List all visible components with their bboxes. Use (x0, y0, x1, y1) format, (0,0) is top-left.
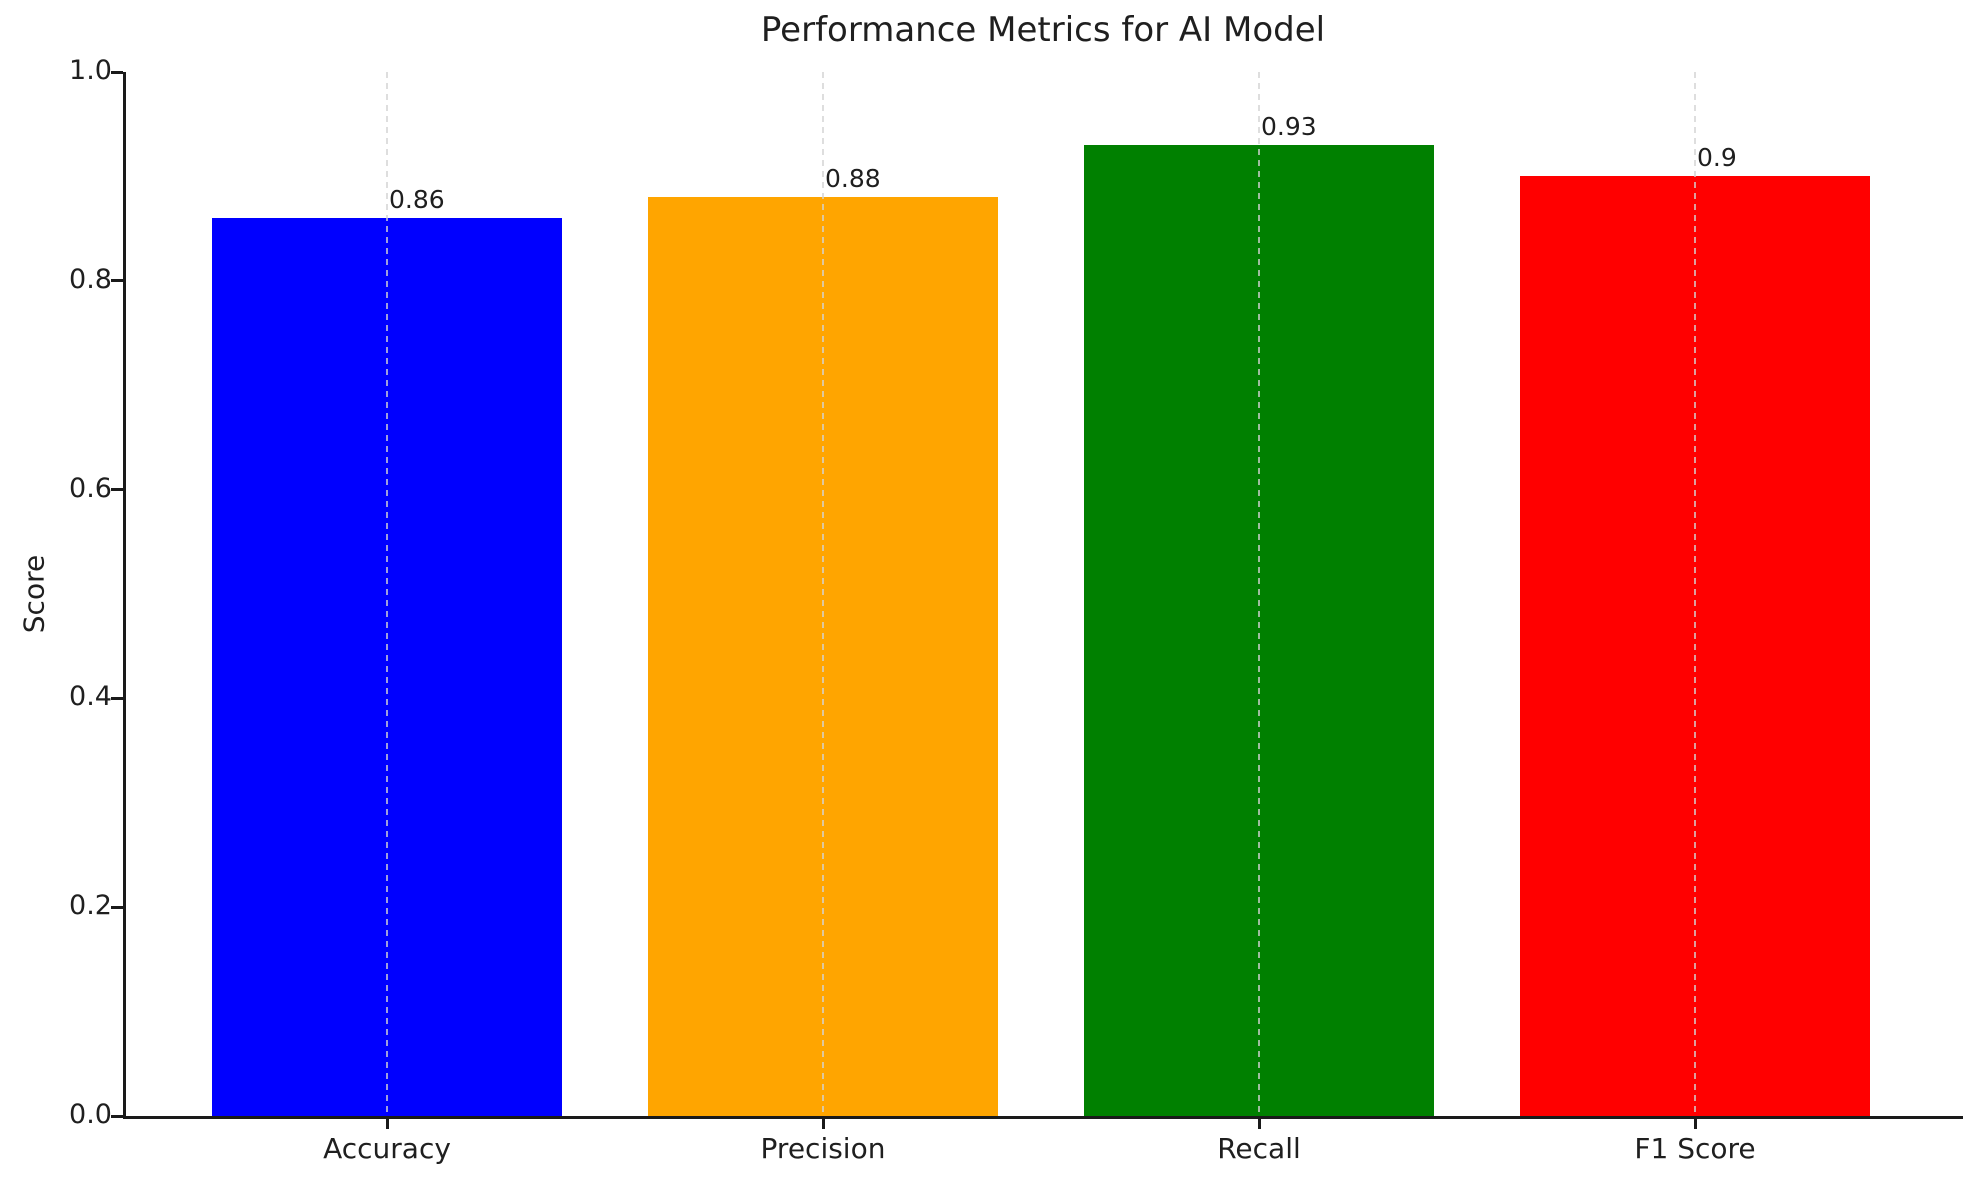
x-axis-tick (1693, 1119, 1697, 1129)
x-axis-tick (1257, 1119, 1261, 1129)
x-tick-label: F1 Score (1634, 1132, 1756, 1165)
y-axis-tick (111, 1114, 123, 1118)
x-tick-label: Accuracy (323, 1132, 451, 1165)
x-axis-tick (385, 1119, 389, 1129)
y-tick-label: 0.0 (69, 1099, 112, 1130)
y-tick-label: 1.0 (69, 55, 112, 86)
gridline-f1-score (1694, 72, 1696, 1116)
bar-value-label: 0.88 (825, 164, 881, 194)
bar-value-label: 0.93 (1261, 112, 1317, 142)
x-axis-tick (821, 1119, 825, 1129)
x-axis-spine (123, 1116, 1963, 1119)
gridline-precision (822, 72, 824, 1116)
chart-title: Performance Metrics for AI Model (760, 10, 1326, 50)
y-axis-tick (111, 279, 123, 283)
x-tick-label: Precision (760, 1132, 886, 1165)
plot-area: 0.86 Accuracy 0.88 Precision 0.93 Recall 0.9 F1… (69, 55, 1963, 1165)
y-axis-tick (111, 70, 123, 74)
bar-value-label: 0.9 (1697, 143, 1737, 173)
y-axis-tick (111, 696, 123, 700)
gridline-recall (1258, 72, 1260, 1116)
y-axis-tick (111, 905, 123, 909)
y-axis-tick (111, 488, 123, 492)
y-tick-label: 0.4 (69, 681, 112, 713)
y-axis-spine (123, 72, 126, 1119)
gridline-accuracy (386, 72, 388, 1116)
y-tick-label: 0.6 (69, 472, 112, 504)
y-axis-label: Score (17, 554, 51, 634)
y-tick-label: 0.8 (69, 263, 112, 295)
y-tick-label: 0.2 (69, 890, 112, 922)
bar-value-label: 0.86 (389, 185, 445, 215)
x-tick-label: Recall (1217, 1132, 1301, 1165)
